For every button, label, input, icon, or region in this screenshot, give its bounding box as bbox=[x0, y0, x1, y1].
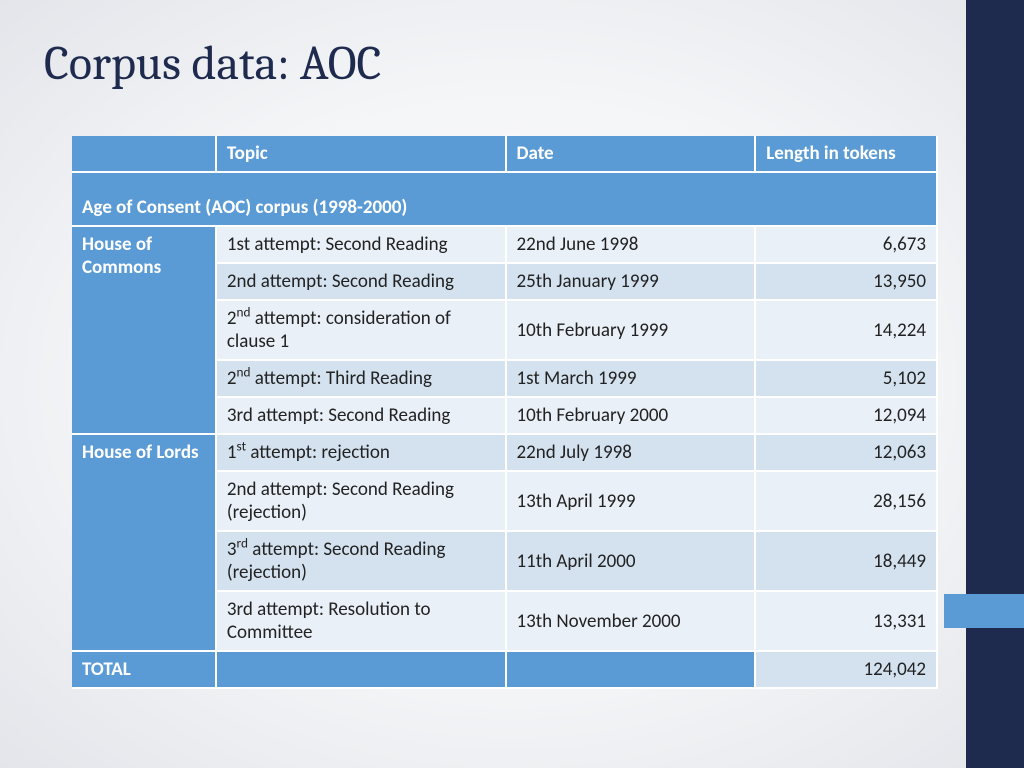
total-length: 124,042 bbox=[755, 651, 937, 688]
total-blank bbox=[216, 651, 506, 688]
cell-length: 6,673 bbox=[755, 226, 937, 263]
cell-topic: 2nd attempt: consideration of clause 1 bbox=[216, 300, 506, 360]
cell-date: 25th January 1999 bbox=[506, 263, 756, 300]
cell-length: 12,094 bbox=[755, 397, 937, 434]
header-group bbox=[72, 136, 216, 172]
side-accent-dark bbox=[966, 0, 1024, 768]
total-label: TOTAL bbox=[72, 651, 216, 688]
cell-topic: 1st attempt: Second Reading bbox=[216, 226, 506, 263]
cell-date: 13th April 1999 bbox=[506, 471, 756, 531]
cell-date: 22nd July 1998 bbox=[506, 434, 756, 471]
table-header-row: Topic Date Length in tokens bbox=[72, 136, 937, 172]
section-title: Age of Consent (AOC) corpus (1998-2000) bbox=[72, 172, 937, 226]
cell-topic: 2nd attempt: Second Reading bbox=[216, 263, 506, 300]
group-cell: House of Commons bbox=[72, 226, 216, 434]
table-row: House of Commons1st attempt: Second Read… bbox=[72, 226, 937, 263]
cell-topic: 3rd attempt: Second Reading bbox=[216, 397, 506, 434]
total-blank bbox=[506, 651, 756, 688]
group-cell: House of Lords bbox=[72, 434, 216, 651]
cell-topic: 3rd attempt: Resolution to Committee bbox=[216, 591, 506, 651]
cell-date: 10th February 1999 bbox=[506, 300, 756, 360]
cell-topic: 2nd attempt: Third Reading bbox=[216, 360, 506, 397]
cell-date: 11th April 2000 bbox=[506, 531, 756, 591]
cell-date: 13th November 2000 bbox=[506, 591, 756, 651]
header-date: Date bbox=[506, 136, 756, 172]
cell-topic: 1st attempt: rejection bbox=[216, 434, 506, 471]
cell-topic: 2nd attempt: Second Reading (rejection) bbox=[216, 471, 506, 531]
cell-length: 28,156 bbox=[755, 471, 937, 531]
cell-length: 13,331 bbox=[755, 591, 937, 651]
table-body: Age of Consent (AOC) corpus (1998-2000) … bbox=[72, 172, 937, 688]
table-row: House of Lords1st attempt: rejection22nd… bbox=[72, 434, 937, 471]
section-row: Age of Consent (AOC) corpus (1998-2000) bbox=[72, 172, 937, 226]
side-accent-light bbox=[944, 594, 1024, 628]
total-row: TOTAL 124,042 bbox=[72, 651, 937, 688]
header-length: Length in tokens bbox=[755, 136, 937, 172]
header-topic: Topic bbox=[216, 136, 506, 172]
cell-date: 22nd June 1998 bbox=[506, 226, 756, 263]
corpus-table: Topic Date Length in tokens Age of Conse… bbox=[72, 136, 938, 689]
cell-date: 10th February 2000 bbox=[506, 397, 756, 434]
cell-length: 5,102 bbox=[755, 360, 937, 397]
cell-length: 18,449 bbox=[755, 531, 937, 591]
cell-date: 1st March 1999 bbox=[506, 360, 756, 397]
cell-length: 12,063 bbox=[755, 434, 937, 471]
slide-title: Corpus data: AOC bbox=[44, 36, 381, 91]
cell-topic: 3rd attempt: Second Reading (rejection) bbox=[216, 531, 506, 591]
cell-length: 14,224 bbox=[755, 300, 937, 360]
cell-length: 13,950 bbox=[755, 263, 937, 300]
